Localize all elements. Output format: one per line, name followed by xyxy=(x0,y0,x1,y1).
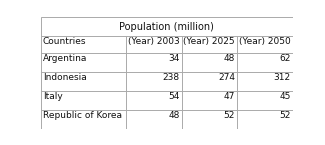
Text: 48: 48 xyxy=(224,54,235,63)
Text: 45: 45 xyxy=(279,92,291,101)
Text: 62: 62 xyxy=(279,54,291,63)
Text: Argentina: Argentina xyxy=(43,54,87,63)
Text: (Year) 2003: (Year) 2003 xyxy=(128,38,180,47)
Text: Population (million): Population (million) xyxy=(119,22,214,32)
Text: 52: 52 xyxy=(279,112,291,120)
Text: 312: 312 xyxy=(273,73,291,82)
Text: (Year) 2025: (Year) 2025 xyxy=(183,38,235,47)
Text: 52: 52 xyxy=(224,112,235,120)
Text: 238: 238 xyxy=(162,73,180,82)
Text: 54: 54 xyxy=(168,92,180,101)
Text: 274: 274 xyxy=(218,73,235,82)
Text: (Year) 2050: (Year) 2050 xyxy=(239,38,291,47)
Text: 47: 47 xyxy=(224,92,235,101)
Text: Indonesia: Indonesia xyxy=(43,73,86,82)
Text: Italy: Italy xyxy=(43,92,62,101)
Text: 34: 34 xyxy=(168,54,180,63)
Text: Republic of Korea: Republic of Korea xyxy=(43,112,122,120)
Text: 48: 48 xyxy=(168,112,180,120)
Text: Countries: Countries xyxy=(43,38,86,47)
